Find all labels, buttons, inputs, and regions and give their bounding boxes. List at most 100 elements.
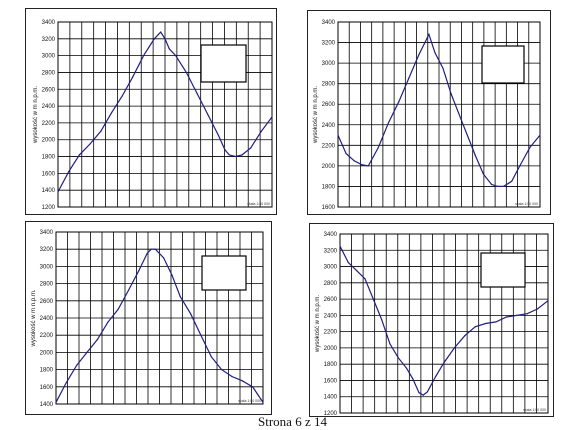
data-point-1-14 [185,71,187,74]
scale-note-1: skala 1:50 000 [247,202,270,206]
y-tick-label-4-7: 2600 [324,297,338,303]
y-tick-label-4-1: 1400 [324,395,338,401]
data-point-1-8 [143,55,145,57]
data-point-1-10 [160,31,162,33]
data-point-4-1 [347,261,349,264]
y-tick-label-2-3: 2200 [322,143,336,149]
data-point-2-3 [361,164,363,166]
data-point-3-0 [55,401,57,403]
data-point-4-24 [547,300,549,302]
data-point-4-0 [339,245,341,247]
y-tick-label-1-0: 1200 [42,205,56,211]
chart-panel-3: 1400 1600 1800 2000 2200 2400 2600 2800 3000 3200… [25,221,272,415]
data-point-2-6 [387,122,390,124]
data-point-4-13 [435,375,437,377]
y-tick-label-3-4: 2200 [40,333,54,339]
y-tick-label-2-1: 1800 [322,184,336,190]
y-tick-label-3-3: 2000 [40,350,54,356]
y-tick-label-2-0: 1600 [322,205,336,211]
y-tick-label-1-8: 2800 [42,70,56,76]
y-axis-label-1: wysokość w m n.p.m. [33,86,39,144]
data-point-4-10 [418,392,420,394]
data-point-1-15 [196,92,198,95]
y-tick-label-1-7: 2600 [42,87,56,93]
data-point-3-7 [127,289,130,292]
data-point-4-8 [405,367,408,369]
data-point-1-5 [110,112,113,114]
data-point-4-23 [537,308,539,310]
data-point-3-18 [221,369,223,371]
chart-svg-1: 1200 1400 1600 1800 2000 2200 2400 2600 2800 3000… [33,20,273,211]
data-point-2-1 [345,152,347,155]
data-point-2-4 [367,165,369,167]
data-point-3-4 [96,338,98,341]
data-point-4-7 [397,357,399,359]
data-point-2-11 [428,33,430,35]
data-point-2-21 [511,180,513,182]
data-point-3-1 [65,381,67,384]
data-point-2-22 [519,165,521,167]
data-point-1-6 [121,95,123,97]
y-tick-label-3-0: 1400 [40,402,54,408]
data-point-2-23 [529,146,531,148]
y-tick-label-3-6: 2600 [40,299,54,305]
y-tick-label-3-5: 2400 [40,316,54,322]
y-tick-label-2-2: 2000 [322,164,336,170]
data-point-4-2 [356,270,358,272]
legend-box-4 [480,252,526,288]
data-point-1-20 [235,155,237,158]
data-point-2-2 [353,160,355,162]
data-point-2-12 [434,52,436,54]
data-point-3-3 [86,351,88,353]
data-point-3-14 [179,295,181,298]
legend-box-1 [200,44,247,83]
data-point-1-9 [153,38,155,40]
y-tick-label-3-1: 1600 [40,385,54,391]
data-point-4-21 [516,314,518,316]
data-point-1-2 [78,154,80,156]
data-point-3-21 [252,386,254,388]
y-tick-label-1-2: 1600 [42,171,56,177]
chart-panel-1: 1200 1400 1600 1800 2000 2200 2400 2600 2800 3000… [25,8,277,215]
data-point-2-7 [398,101,400,103]
y-tick-label-3-7: 2800 [40,282,54,288]
data-point-3-6 [117,308,119,310]
y-tick-label-2-8: 3200 [322,41,336,47]
y-tick-label-1-10: 3200 [42,37,56,43]
data-point-4-5 [381,318,383,321]
y-tick-label-4-0: 1200 [324,411,338,416]
data-point-1-1 [68,171,70,173]
y-tick-label-2-4: 2400 [322,123,336,129]
data-point-4-19 [495,321,497,323]
data-point-1-0 [57,191,59,193]
data-point-2-9 [418,54,420,56]
y-tick-label-3-10: 3400 [40,230,54,236]
legend-box-2 [481,45,525,84]
data-point-4-11 [422,394,424,396]
data-point-2-13 [442,67,444,69]
data-point-3-19 [231,375,233,378]
data-point-4-14 [443,361,445,364]
data-point-4-18 [485,322,487,325]
y-tick-label-1-9: 3000 [42,54,56,60]
data-point-2-5 [377,146,379,148]
scale-note-2: skala 1:50 000 [515,202,538,206]
data-point-4-12 [426,391,428,393]
data-point-2-17 [482,173,485,175]
data-point-1-24 [271,116,273,118]
data-point-1-18 [224,149,226,151]
y-tick-label-4-8: 2800 [324,281,338,287]
data-point-3-17 [210,356,212,358]
y-tick-label-1-5: 2200 [42,121,56,127]
data-point-1-3 [89,143,91,145]
y-tick-label-2-6: 2800 [322,82,336,88]
data-point-1-21 [241,154,243,156]
data-point-1-22 [250,147,252,149]
data-point-2-0 [337,134,339,136]
data-point-4-9 [412,378,414,380]
data-point-2-8 [408,77,410,80]
data-point-3-2 [76,364,78,366]
y-tick-label-4-4: 2000 [324,346,338,352]
y-tick-label-2-7: 3000 [322,61,336,67]
data-point-3-22 [262,401,264,403]
